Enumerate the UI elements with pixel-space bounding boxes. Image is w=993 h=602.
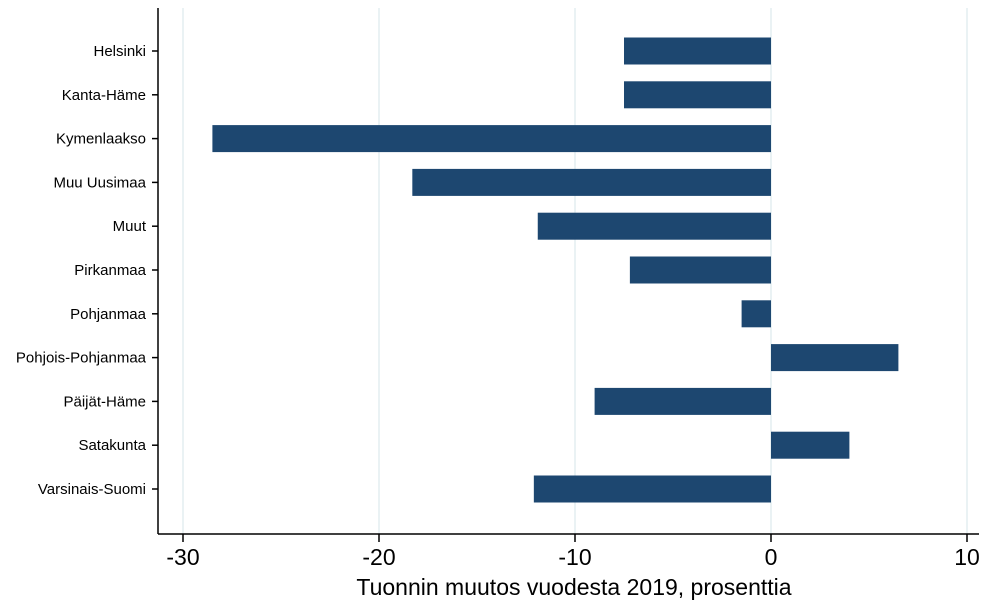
category-label: Helsinki bbox=[93, 43, 146, 60]
category-label: Varsinais-Suomi bbox=[38, 481, 146, 498]
x-tick-label: -30 bbox=[166, 544, 199, 570]
bar bbox=[771, 431, 850, 459]
category-label: Kymenlaakso bbox=[56, 131, 146, 148]
bar bbox=[533, 475, 771, 503]
x-tick-label: -10 bbox=[558, 544, 591, 570]
axes bbox=[152, 8, 979, 542]
bar bbox=[624, 37, 771, 65]
category-label: Pohjanmaa bbox=[70, 306, 147, 323]
bar bbox=[412, 168, 771, 196]
category-label: Pohjois-Pohjanmaa bbox=[16, 350, 147, 367]
bar bbox=[629, 256, 771, 284]
category-label: Satakunta bbox=[78, 437, 146, 454]
bar bbox=[771, 344, 899, 372]
labels: -30 -20 -10 0 10 Helsinki Kanta-Häme Kymenlaaks… bbox=[16, 43, 980, 570]
category-label: Muut bbox=[113, 218, 147, 235]
bars bbox=[212, 37, 899, 503]
category-label: Kanta-Häme bbox=[62, 87, 146, 104]
x-tick-label: -20 bbox=[362, 544, 395, 570]
x-tick-label: 10 bbox=[954, 544, 980, 570]
bar bbox=[741, 300, 771, 328]
x-axis-title: Tuonnin muutos vuodesta 2019, prosenttia bbox=[356, 574, 791, 600]
bar bbox=[537, 212, 771, 240]
category-label: Pirkanmaa bbox=[74, 262, 146, 279]
bar bbox=[212, 125, 771, 153]
category-label: Muu Uusimaa bbox=[53, 174, 146, 191]
bar bbox=[624, 81, 771, 109]
category-label: Päijät-Häme bbox=[63, 393, 146, 410]
x-tick-label: 0 bbox=[765, 544, 778, 570]
bar bbox=[594, 387, 771, 415]
